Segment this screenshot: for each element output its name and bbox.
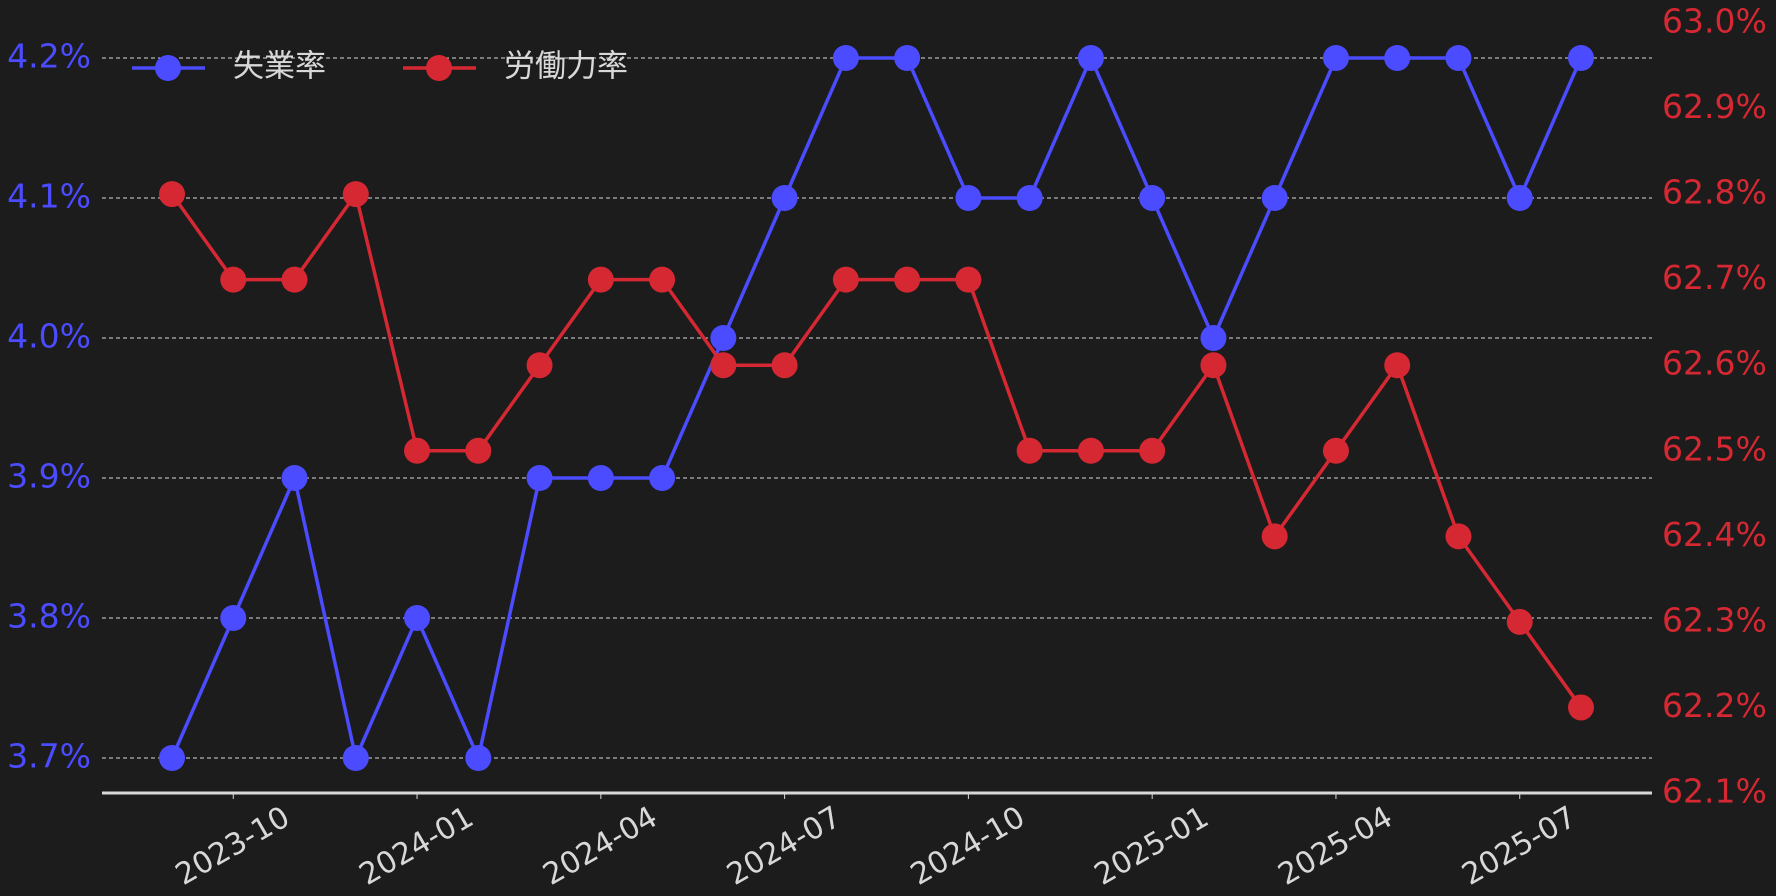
data-point: [955, 185, 982, 211]
data-point: [1384, 352, 1411, 379]
data-point: [649, 465, 676, 491]
data-point: [1016, 185, 1043, 211]
data-point: [281, 266, 308, 293]
data-point: [281, 465, 308, 491]
legend-label: 労働力率: [504, 49, 628, 85]
y2-tick-label: 62.1%: [1662, 772, 1767, 811]
data-point: [1200, 352, 1227, 379]
legend-marker: [426, 55, 452, 81]
data-point: [159, 181, 185, 208]
data-point: [1568, 45, 1594, 71]
data-point: [1077, 437, 1104, 464]
series-line: [170, 189, 1583, 709]
data-point: [1077, 45, 1104, 71]
data-point: [587, 266, 614, 293]
y2-tick-label: 62.6%: [1662, 344, 1767, 383]
y-tick-label: 4.2%: [7, 37, 91, 76]
x-tick-label: 2023-10: [170, 800, 296, 893]
data-point: [832, 45, 859, 71]
data-point: [1506, 185, 1533, 211]
data-point: [1016, 437, 1043, 464]
y2-tick-label: 62.4%: [1662, 515, 1767, 554]
data-point: [894, 266, 921, 293]
data-point: [1445, 523, 1472, 550]
data-point: [1139, 185, 1166, 211]
data-point: [955, 266, 982, 293]
x-tick-label: 2024-10: [905, 800, 1031, 893]
data-point: [771, 352, 798, 379]
data-point: [1322, 437, 1349, 464]
data-point: [526, 465, 553, 491]
data-point: [220, 605, 247, 631]
data-point: [159, 745, 185, 771]
y2-tick-label: 62.7%: [1662, 258, 1767, 297]
data-point: [1506, 608, 1533, 635]
y2-tick-label: 62.9%: [1662, 87, 1767, 126]
y2-tick-label: 62.5%: [1662, 429, 1767, 468]
y-tick-label: 3.8%: [7, 597, 91, 636]
data-point: [1322, 45, 1349, 71]
data-point: [649, 266, 676, 293]
data-point: [710, 352, 737, 379]
data-point: [1261, 185, 1288, 211]
x-tick-label: 2025-07: [1456, 800, 1582, 893]
y2-tick-label: 62.8%: [1662, 173, 1767, 212]
data-point: [1384, 45, 1411, 71]
y2-tick-label: 62.3%: [1662, 600, 1767, 639]
data-point: [1139, 437, 1166, 464]
data-point: [1445, 45, 1472, 71]
data-point: [220, 266, 247, 293]
data-point: [894, 45, 921, 71]
x-tick-label: 2024-01: [354, 800, 480, 893]
data-point: [771, 185, 798, 211]
data-point: [1200, 325, 1227, 351]
data-point: [465, 745, 492, 771]
x-tick-label: 2024-07: [721, 800, 847, 893]
data-point: [342, 181, 369, 208]
data-point: [465, 437, 492, 464]
y2-tick-label: 63.0%: [1662, 2, 1767, 41]
y2-tick-label: 62.2%: [1662, 686, 1767, 725]
y-tick-label: 4.0%: [7, 317, 91, 356]
y-tick-label: 3.9%: [7, 457, 91, 496]
data-point: [832, 266, 859, 293]
data-point: [404, 605, 431, 631]
x-tick-label: 2025-04: [1272, 800, 1398, 893]
data-point: [342, 745, 369, 771]
y-tick-label: 4.1%: [7, 177, 91, 216]
x-tick-label: 2024-04: [537, 800, 663, 893]
data-point: [1568, 694, 1594, 721]
data-point: [404, 437, 431, 464]
legend-marker: [155, 55, 181, 81]
legend-label: 失業率: [233, 49, 326, 85]
data-point: [587, 465, 614, 491]
series-line: [170, 53, 1583, 764]
data-point: [1261, 523, 1288, 550]
data-point: [526, 352, 553, 379]
data-point: [710, 325, 737, 351]
x-tick-label: 2025-01: [1089, 800, 1215, 893]
y-tick-label: 3.7%: [7, 737, 91, 776]
